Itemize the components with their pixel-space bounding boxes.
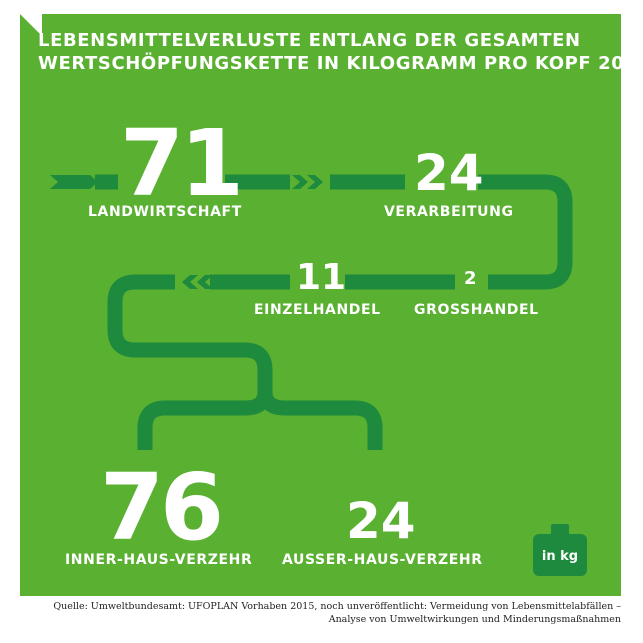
label-verarbeitung: VERARBEITUNG	[384, 204, 514, 220]
chevron-icon	[307, 175, 323, 189]
source-line-2: Analyse von Umweltwirkungen und Minderun…	[328, 614, 621, 625]
label-ausser-haus-verzehr: AUSSER-HAUS-VERZEHR	[282, 552, 483, 568]
value-inner-haus-verzehr: 76	[100, 454, 224, 561]
label-grosshandel: GROSSHANDEL	[414, 302, 539, 318]
weight-icon	[533, 524, 587, 576]
flow-line-top	[95, 174, 573, 290]
value-grosshandel: 2	[464, 268, 477, 289]
chevron-icon	[372, 175, 388, 189]
value-einzelhandel: 11	[296, 257, 347, 298]
flow-line-loop	[107, 274, 273, 392]
chevron-icon	[185, 343, 201, 357]
chevron-icon	[170, 343, 186, 357]
chart-title-line-2: WERTSCHÖPFUNGSKETTE IN KILOGRAMM PRO KOP…	[38, 53, 643, 74]
chevron-icon	[212, 275, 228, 289]
source-line-1: Quelle: Umweltbundesamt: UFOPLAN Vorhabe…	[53, 601, 621, 612]
chevron-icon	[197, 275, 213, 289]
value-verarbeitung: 24	[414, 144, 484, 202]
chevron-icon	[387, 175, 403, 189]
value-landwirtschaft: 71	[120, 110, 244, 217]
chevron-icon	[50, 175, 98, 189]
panel-corner-cut	[20, 14, 42, 36]
flow-line-split	[137, 391, 383, 450]
value-ausser-haus-verzehr: 24	[346, 492, 416, 550]
chevron-icon	[227, 175, 243, 189]
source-note: Quelle: Umweltbundesamt: UFOPLAN Vorhabe…	[21, 600, 621, 626]
chevron-icon	[182, 275, 198, 289]
flow-chevrons	[50, 175, 403, 357]
chevron-icon	[292, 175, 308, 189]
label-landwirtschaft: LANDWIRTSCHAFT	[88, 204, 242, 220]
unit-label: in kg	[541, 549, 579, 564]
chart-title-line-1: LEBENSMITTELVERLUSTE ENTLANG DER GESAMTE…	[38, 30, 581, 51]
label-inner-haus-verzehr: INNER-HAUS-VERZEHR	[65, 552, 253, 568]
label-einzelhandel: EINZELHANDEL	[254, 302, 381, 318]
